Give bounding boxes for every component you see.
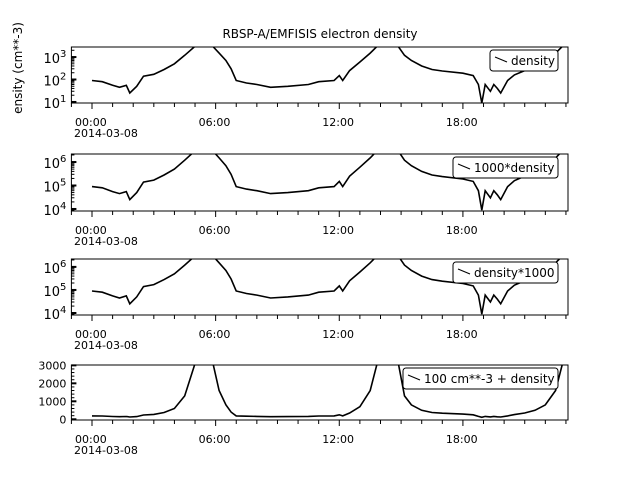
plot-frame bbox=[70, 364, 569, 421]
x-tick-label: 12:00 bbox=[322, 224, 354, 237]
figure-title: RBSP-A/EMFISIS electron density bbox=[222, 27, 417, 41]
plot-frame bbox=[70, 258, 569, 316]
legend: 100 cm**-3 + density bbox=[402, 367, 559, 390]
y-tick-label: 103 bbox=[43, 49, 66, 67]
y-tick-label: 105 bbox=[43, 282, 66, 300]
x-tick-label: 00:00 bbox=[75, 116, 107, 129]
y-tick-label: 101 bbox=[43, 94, 66, 112]
x-tick-label: 18:00 bbox=[446, 328, 478, 341]
y-tick-label: 1000 bbox=[38, 395, 66, 408]
x-tick-label: 18:00 bbox=[446, 433, 478, 446]
x-tick-label: 12:00 bbox=[322, 433, 354, 446]
x-date-label: 2014-03-08 bbox=[74, 235, 138, 248]
legend-label: 100 cm**-3 + density bbox=[424, 372, 555, 386]
x-tick-label: 12:00 bbox=[322, 328, 354, 341]
series-line bbox=[91, 259, 561, 315]
legend: 1000*density bbox=[452, 156, 559, 179]
y-tick-label: 102 bbox=[43, 72, 66, 90]
y-axis-label: ensity (cm**-3) bbox=[11, 22, 25, 114]
x-date-label: 2014-03-08 bbox=[74, 444, 138, 457]
panel-3: 00:00 06:00 12:00 18:00 2014-03-08 104 105 106 d… bbox=[43, 258, 569, 352]
x-tick-label: 00:00 bbox=[75, 433, 107, 446]
panels: 00:00 06:00 12:00 18:00 2014-03-08 101 102 103 d… bbox=[38, 46, 569, 457]
legend-line-icon bbox=[407, 374, 421, 381]
series-line bbox=[91, 47, 563, 103]
panel-4: 00:00 06:00 12:00 18:00 2014-03-08 0 1000 2000 3… bbox=[38, 359, 569, 457]
x-tick-label: 06:00 bbox=[199, 116, 231, 129]
legend-label: 1000*density bbox=[474, 161, 555, 175]
legend-line-icon bbox=[494, 56, 508, 63]
x-tick-label: 06:00 bbox=[199, 433, 231, 446]
x-tick-label: 12:00 bbox=[322, 116, 354, 129]
panel-1: 00:00 06:00 12:00 18:00 2014-03-08 101 102 103 d… bbox=[43, 46, 569, 140]
x-tick-label: 06:00 bbox=[199, 328, 231, 341]
legend-label: density bbox=[511, 54, 555, 68]
legend-box bbox=[489, 49, 559, 72]
legend-box bbox=[452, 261, 559, 284]
y-tick-label: 104 bbox=[43, 201, 66, 219]
x-tick-label: 18:00 bbox=[446, 224, 478, 237]
legend-box bbox=[402, 367, 559, 390]
y-tick-label: 106 bbox=[43, 259, 66, 277]
panel-2: 00:00 06:00 12:00 18:00 2014-03-08 104 105 106 1… bbox=[43, 153, 569, 248]
y-tick-label: 105 bbox=[43, 178, 66, 196]
plot-frame bbox=[70, 46, 569, 104]
legend: density*1000 bbox=[452, 261, 559, 284]
x-tick-label: 00:00 bbox=[75, 224, 107, 237]
series-line bbox=[91, 154, 561, 211]
y-tick-label: 104 bbox=[43, 305, 66, 323]
plot-frame bbox=[70, 153, 569, 212]
y-tick-label: 3000 bbox=[38, 359, 66, 372]
series-line bbox=[91, 365, 563, 419]
legend-line-icon bbox=[457, 268, 471, 275]
legend: density bbox=[489, 49, 559, 72]
legend-line-icon bbox=[457, 163, 471, 170]
y-tick-label: 106 bbox=[43, 154, 66, 172]
x-date-label: 2014-03-08 bbox=[74, 339, 138, 352]
legend-box bbox=[452, 156, 559, 179]
x-tick-label: 00:00 bbox=[75, 328, 107, 341]
y-tick-label: 0 bbox=[59, 413, 66, 426]
legend-label: density*1000 bbox=[474, 266, 555, 280]
x-tick-label: 06:00 bbox=[199, 224, 231, 237]
y-tick-label: 2000 bbox=[38, 377, 66, 390]
x-tick-label: 18:00 bbox=[446, 116, 478, 129]
x-date-label: 2014-03-08 bbox=[74, 127, 138, 140]
